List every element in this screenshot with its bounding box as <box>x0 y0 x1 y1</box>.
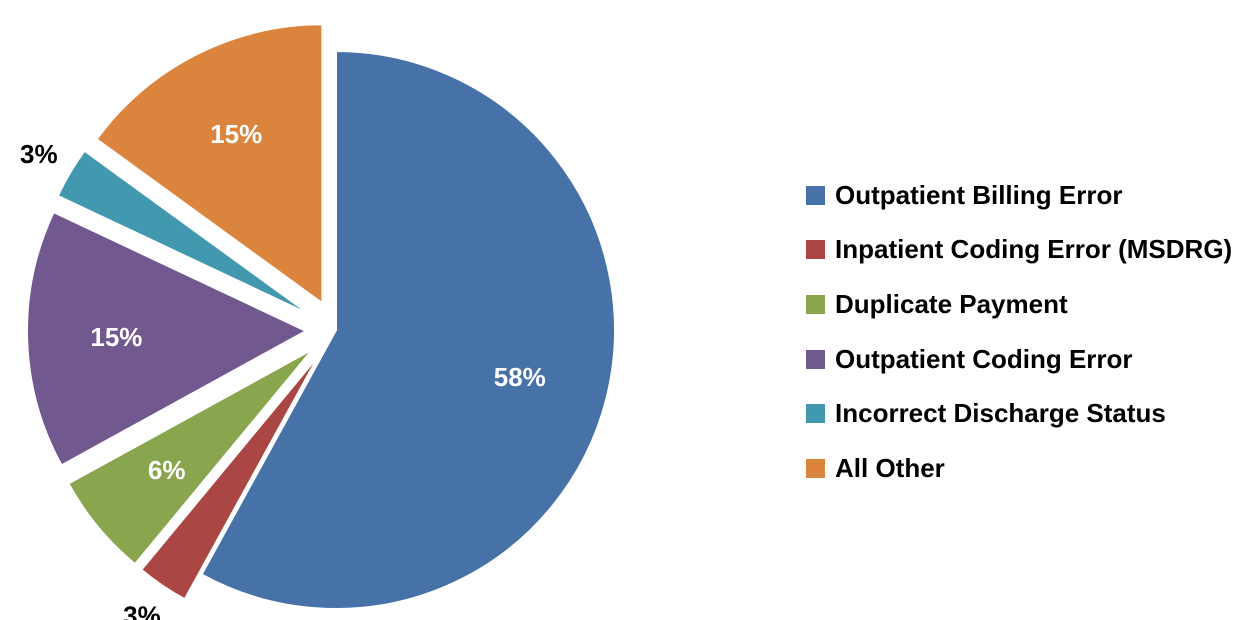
legend-swatch <box>806 185 825 205</box>
pie-slice-duplicate-payment <box>67 348 314 566</box>
pie-slice-all-other <box>95 23 324 306</box>
chart-legend: Outpatient Billing Error Inpatient Codin… <box>806 168 1256 496</box>
legend-item-outpatient-billing-error: Outpatient Billing Error <box>806 168 1256 223</box>
data-label: 15% <box>210 119 262 149</box>
pie-slice-outpatient-coding-error <box>26 210 309 467</box>
legend-label: Outpatient Billing Error <box>835 179 1123 210</box>
legend-swatch <box>806 240 825 260</box>
legend-item-incorrect-discharge-status: Incorrect Discharge Status <box>806 386 1256 441</box>
legend-swatch <box>806 404 825 424</box>
legend-swatch <box>806 294 825 314</box>
legend-item-outpatient-coding-error: Outpatient Coding Error <box>806 332 1256 387</box>
legend-label: Outpatient Coding Error <box>835 343 1133 374</box>
data-label: 58% <box>494 362 546 392</box>
legend-item-duplicate-payment: Duplicate Payment <box>806 277 1256 332</box>
pie-slice-incorrect-discharge-status <box>56 149 311 316</box>
legend-item-inpatient-coding-error: Inpatient Coding Error (MSDRG) <box>806 223 1256 278</box>
legend-label: Duplicate Payment <box>835 288 1068 319</box>
legend-label: Inpatient Coding Error (MSDRG) <box>835 234 1233 265</box>
legend-item-all-other: All Other <box>806 441 1256 496</box>
pie-slice-outpatient-billing-error <box>200 49 616 610</box>
legend-swatch <box>806 349 825 369</box>
data-label: 15% <box>90 322 142 352</box>
legend-swatch <box>806 458 825 478</box>
data-label: 6% <box>148 455 186 485</box>
data-label: 3% <box>123 601 161 620</box>
legend-label: Incorrect Discharge Status <box>835 398 1166 429</box>
data-label: 3% <box>20 139 58 169</box>
legend-label: All Other <box>835 452 945 483</box>
pie-slice-inpatient-coding-error-msdrg <box>139 354 321 601</box>
